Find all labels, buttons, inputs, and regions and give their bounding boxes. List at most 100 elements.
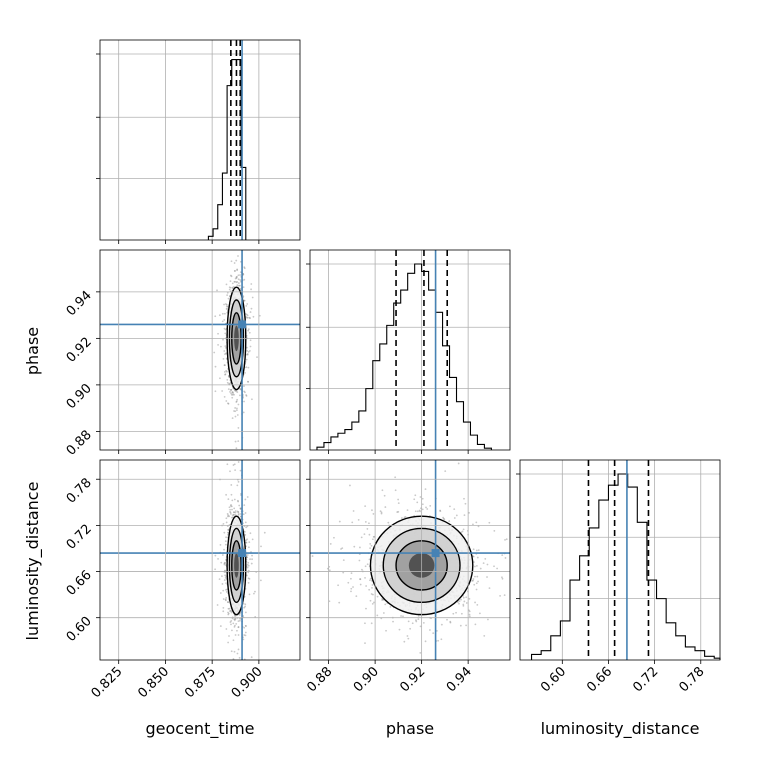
scatter-phase-vs-luminosity-distance-point [400,615,402,617]
x-axis-label-luminosity-distance: luminosity_distance [541,719,700,739]
scatter-phase-vs-luminosity-distance-point [455,611,457,614]
scatter-geocent-time-vs-luminosity-distance-point [245,625,247,627]
scatter-geocent-time-vs-phase-point [236,284,239,287]
scatter-geocent-time-vs-luminosity-distance-point [223,562,226,565]
scatter-geocent-time-vs-luminosity-distance-point [229,513,232,515]
scatter-geocent-time-vs-phase-point [225,369,228,372]
scatter-phase-vs-luminosity-distance-point [476,603,479,606]
scatter-geocent-time-vs-phase-point [236,407,238,410]
scatter-geocent-time-vs-phase-point [244,372,246,374]
scatter-geocent-time-vs-luminosity-distance-point [227,641,230,644]
scatter-geocent-time-vs-luminosity-distance-point [227,528,229,531]
scatter-phase-vs-luminosity-distance-point [465,602,468,604]
scatter-phase-vs-luminosity-distance-point [369,599,372,602]
scatter-geocent-time-vs-luminosity-distance-point [227,514,230,517]
scatter-phase-vs-luminosity-distance-point [462,528,465,531]
scatter-geocent-time-vs-phase-point [214,390,217,393]
scatter-geocent-time-vs-luminosity-distance-point [236,652,239,655]
scatter-phase-vs-luminosity-distance-point [369,547,372,550]
scatter-geocent-time-vs-luminosity-distance-point [222,589,225,592]
scatter-phase-vs-luminosity-distance-point [488,587,491,590]
scatter-geocent-time-vs-luminosity-distance-point [234,511,237,514]
scatter-geocent-time-vs-luminosity-distance-point [227,601,229,603]
scatter-geocent-time-vs-phase-point [230,388,233,391]
scatter-phase-vs-luminosity-distance-point [364,642,366,644]
scatter-geocent-time-vs-luminosity-distance-point [263,531,266,534]
scatter-geocent-time-vs-luminosity-distance-truth-marker [238,549,247,558]
scatter-geocent-time-vs-phase-point [235,400,238,403]
scatter-phase-vs-luminosity-distance-point [488,521,491,524]
scatter-geocent-time-vs-luminosity-distance-point [247,569,250,572]
scatter-geocent-time-vs-phase-point [258,314,261,317]
scatter-geocent-time-vs-luminosity-distance-point [244,624,247,627]
scatter-geocent-time-vs-luminosity-distance-point [242,638,245,641]
scatter-geocent-time-vs-luminosity-distance-point [249,532,252,535]
scatter-phase-vs-luminosity-distance-point [415,620,418,623]
scatter-phase-vs-luminosity-distance-point [338,520,341,523]
scatter-geocent-time-vs-luminosity-distance-point [230,611,233,614]
scatter-geocent-time-vs-phase-point [251,296,254,299]
scatter-geocent-time-vs-phase-point [248,316,251,319]
scatter-phase-vs-luminosity-distance-point [370,593,373,595]
scatter-geocent-time-vs-luminosity-distance-point [244,512,247,514]
scatter-geocent-time-vs-phase-point [214,365,217,368]
scatter-geocent-time-vs-luminosity-distance-point [237,461,240,463]
scatter-phase-vs-luminosity-distance-point [406,509,409,512]
scatter-geocent-time-vs-luminosity-distance-point [245,574,248,577]
scatter-geocent-time-vs-luminosity-distance-point [244,534,247,536]
scatter-geocent-time-vs-luminosity-distance-point [225,591,228,593]
scatter-geocent-time-vs-phase-point [250,307,253,310]
scatter-geocent-time-vs-luminosity-distance-point [246,566,249,569]
scatter-phase-vs-luminosity-distance-point [416,501,419,504]
scatter-phase-vs-luminosity-distance-point [369,577,372,580]
scatter-phase-vs-luminosity-distance-point [463,514,466,517]
scatter-geocent-time-vs-luminosity-distance-point [242,513,245,516]
scatter-phase-vs-luminosity-distance-point [368,588,371,591]
scatter-geocent-time-vs-luminosity-distance-point [251,538,254,541]
scatter-geocent-time-vs-luminosity-distance-point [224,562,226,565]
scatter-geocent-time-vs-luminosity-distance-point [229,609,232,612]
scatter-phase-vs-luminosity-distance-point [483,634,486,637]
scatter-phase-vs-luminosity-distance-point [371,509,373,512]
scatter-geocent-time-vs-phase-point [237,242,239,244]
scatter-phase-vs-luminosity-distance-point [350,587,353,590]
scatter-geocent-time-vs-phase-point [217,332,219,335]
scatter-geocent-time-vs-luminosity-distance-point [243,626,246,629]
scatter-phase-vs-luminosity-distance-point [389,606,392,608]
scatter-geocent-time-vs-luminosity-distance-point [230,650,233,653]
scatter-geocent-time-vs-luminosity-distance-point [227,601,229,604]
scatter-geocent-time-vs-luminosity-distance-point [246,556,248,558]
scatter-geocent-time-vs-luminosity-distance-point [237,626,240,629]
scatter-geocent-time-vs-luminosity-distance-point [247,571,250,574]
scatter-phase-vs-luminosity-distance-point [504,557,507,559]
scatter-phase-vs-luminosity-distance-point [381,489,384,492]
scatter-phase-vs-luminosity-distance-point [468,613,471,616]
scatter-phase-vs-luminosity-distance-point [392,620,394,623]
scatter-geocent-time-vs-phase-point [228,461,230,463]
scatter-phase-vs-luminosity-distance-point [449,621,452,624]
scatter-geocent-time-vs-phase-point [235,277,238,279]
scatter-geocent-time-vs-luminosity-distance-point [246,525,249,528]
scatter-geocent-time-vs-luminosity-distance-point [225,588,227,591]
scatter-geocent-time-vs-phase-point [235,259,238,262]
scatter-geocent-time-vs-phase-point [245,358,248,361]
scatter-phase-vs-luminosity-distance-point [468,511,470,514]
scatter-geocent-time-vs-phase-point [236,269,238,272]
scatter-geocent-time-vs-luminosity-distance-point [218,578,221,581]
scatter-geocent-time-vs-luminosity-distance-point [250,656,253,659]
scatter-geocent-time-vs-phase-point [224,364,226,367]
scatter-phase-vs-luminosity-distance-point [338,601,341,604]
scatter-geocent-time-vs-luminosity-distance-point [239,507,242,510]
scatter-phase-vs-luminosity-distance-point [415,619,417,622]
scatter-geocent-time-vs-luminosity-distance-point [229,510,231,513]
scatter-phase-vs-luminosity-distance-point [486,563,489,566]
scatter-geocent-time-vs-phase-point [229,389,232,391]
scatter-geocent-time-vs-phase-point [228,375,230,378]
scatter-geocent-time-vs-phase-point [225,303,228,306]
scatter-geocent-time-vs-luminosity-distance-point [233,498,236,501]
hist-phase-bars [316,263,492,450]
scatter-geocent-time-vs-luminosity-distance-point [237,511,240,513]
scatter-phase-vs-luminosity-distance-point [528,588,530,590]
scatter-phase-vs-luminosity-distance-point [452,612,455,615]
scatter-phase-vs-luminosity-distance-point [421,503,424,506]
